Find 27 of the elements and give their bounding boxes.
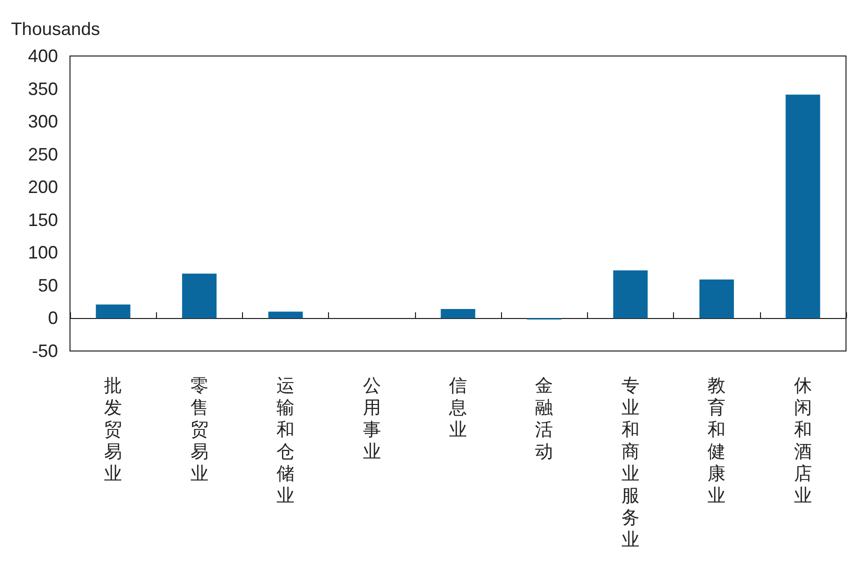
y-tick-label: 150 <box>28 210 58 230</box>
bar <box>699 280 734 318</box>
x-tick-label: 教育和健康业 <box>708 376 726 506</box>
bar <box>440 309 476 318</box>
bar <box>268 312 303 318</box>
x-tick-label: 金融活动 <box>535 376 554 462</box>
y-tick-label: 300 <box>28 112 58 132</box>
bar <box>182 274 217 318</box>
y-axis-title: Thousands <box>10 19 100 39</box>
x-tick-label: 公用事业 <box>362 376 381 462</box>
x-tick-label: 休闲和酒店业 <box>794 376 812 506</box>
y-tick-label: 400 <box>28 46 58 66</box>
bar <box>96 304 130 318</box>
bar <box>786 94 820 318</box>
y-tick-label: 50 <box>38 275 58 296</box>
x-tick-label: 专业和商业服务业 <box>621 376 640 550</box>
x-tick-label: 零售贸易业 <box>190 376 208 484</box>
x-tick-label: 运输和仓储业 <box>276 376 295 506</box>
x-tick-label: 信息业 <box>448 376 467 440</box>
y-tick-label: 350 <box>28 78 58 99</box>
y-tick-label: -50 <box>32 341 58 361</box>
x-tick-label: 批发贸易业 <box>104 376 122 484</box>
y-tick-label: 0 <box>48 308 58 328</box>
bar <box>613 270 648 318</box>
y-tick-label: 250 <box>28 144 58 164</box>
y-tick-label: 100 <box>28 242 58 263</box>
y-tick-label: 200 <box>28 177 58 198</box>
